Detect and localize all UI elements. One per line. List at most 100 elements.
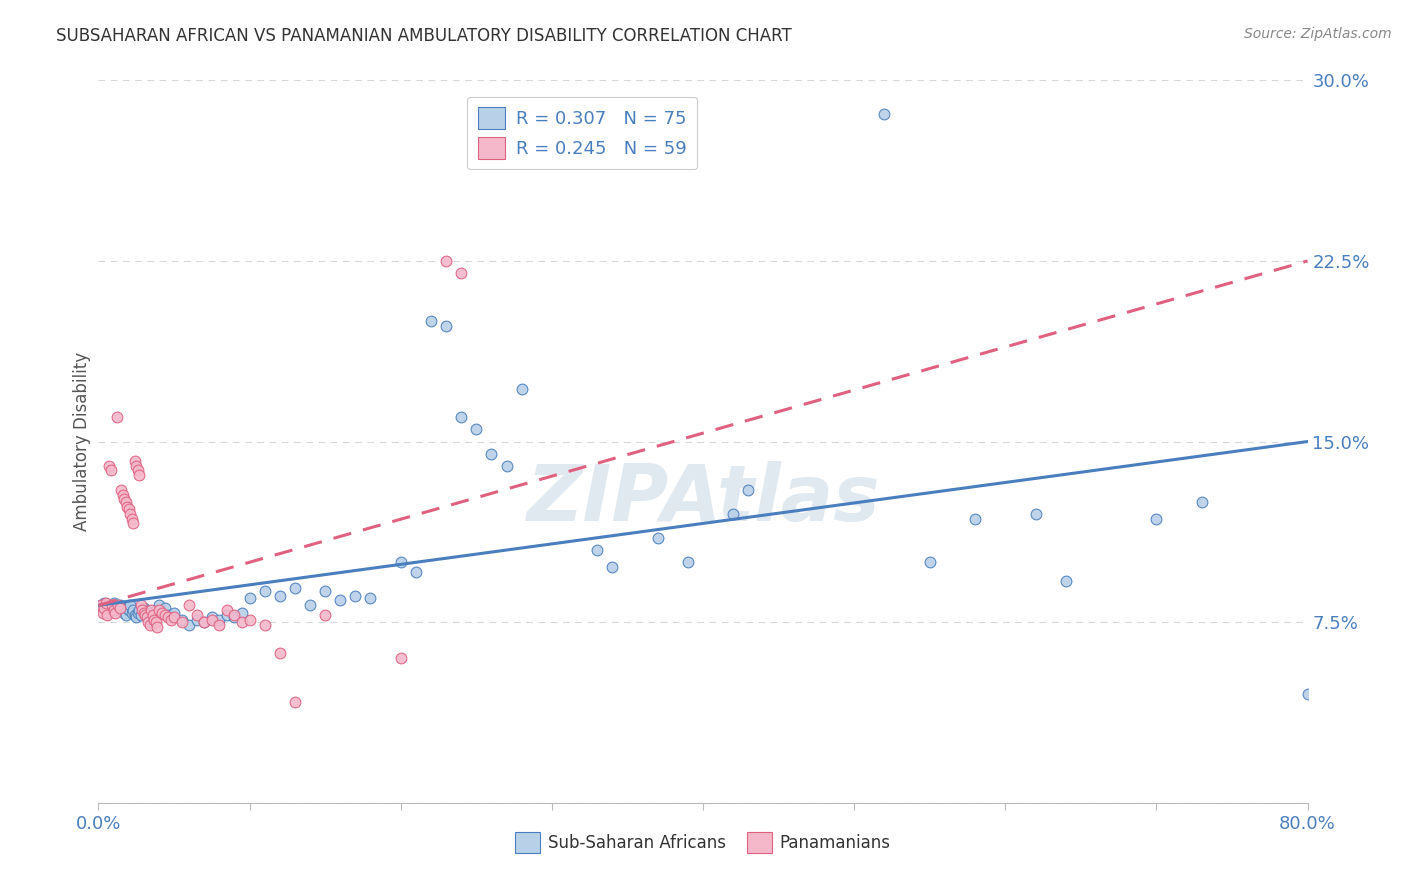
Point: [128, 603, 150, 617]
Point: [111, 487, 134, 501]
Point: [93, 596, 115, 610]
Point: [118, 502, 141, 516]
Point: [481, 446, 503, 460]
Point: [108, 599, 131, 613]
Point: [124, 454, 146, 468]
Point: [389, 651, 412, 665]
Point: [103, 603, 125, 617]
Point: [163, 610, 186, 624]
Point: [129, 599, 152, 613]
Point: [299, 599, 322, 613]
Point: [122, 516, 145, 531]
Point: [122, 603, 145, 617]
Point: [120, 599, 142, 613]
Point: [215, 607, 238, 622]
Point: [405, 565, 427, 579]
Point: [114, 494, 136, 508]
Point: [150, 606, 173, 620]
Point: [121, 606, 143, 620]
Point: [186, 613, 208, 627]
Point: [918, 555, 941, 569]
Point: [111, 603, 134, 617]
Point: [139, 617, 162, 632]
Point: [91, 606, 114, 620]
Point: [110, 483, 132, 497]
Point: [101, 599, 124, 613]
Point: [224, 607, 246, 622]
Text: SUBSAHARAN AFRICAN VS PANAMANIAN AMBULATORY DISABILITY CORRELATION CHART: SUBSAHARAN AFRICAN VS PANAMANIAN AMBULAT…: [56, 27, 792, 45]
Point: [239, 613, 262, 627]
Y-axis label: Ambulatory Disability: Ambulatory Disability: [73, 352, 91, 531]
Point: [208, 613, 231, 627]
Point: [179, 617, 201, 632]
Point: [105, 410, 128, 425]
Point: [105, 600, 128, 615]
Point: [193, 615, 215, 630]
Point: [108, 600, 131, 615]
Point: [156, 607, 179, 622]
Point: [170, 613, 193, 627]
Point: [450, 266, 472, 280]
Point: [124, 607, 146, 622]
Point: [103, 596, 125, 610]
Point: [179, 599, 201, 613]
Point: [186, 607, 208, 622]
Point: [170, 615, 193, 630]
Point: [112, 606, 135, 620]
Point: [146, 620, 169, 634]
Point: [98, 599, 121, 613]
Point: [150, 606, 173, 620]
Point: [115, 500, 138, 514]
Point: [145, 603, 167, 617]
Point: [160, 613, 183, 627]
Point: [215, 603, 238, 617]
Point: [132, 606, 155, 620]
Point: [284, 582, 307, 596]
Point: [104, 599, 127, 613]
Point: [540, 117, 562, 131]
Point: [965, 511, 987, 525]
Point: [94, 603, 117, 617]
Point: [135, 603, 157, 617]
Point: [163, 606, 186, 620]
Point: [135, 610, 157, 624]
Point: [1191, 494, 1213, 508]
Point: [676, 555, 699, 569]
Point: [253, 583, 276, 598]
Point: [253, 617, 276, 632]
Point: [239, 591, 262, 605]
Point: [148, 599, 170, 613]
Point: [114, 607, 136, 622]
Point: [434, 253, 457, 268]
Point: [465, 422, 488, 436]
Point: [314, 607, 336, 622]
Point: [90, 599, 112, 613]
Point: [329, 593, 352, 607]
Point: [142, 607, 165, 622]
Point: [193, 615, 215, 630]
Point: [420, 314, 443, 328]
Point: [208, 617, 231, 632]
Point: [1024, 507, 1046, 521]
Point: [450, 410, 472, 425]
Point: [1296, 687, 1319, 701]
Point: [284, 695, 307, 709]
Point: [269, 589, 291, 603]
Point: [269, 647, 291, 661]
Point: [153, 600, 176, 615]
Point: [129, 607, 152, 622]
Point: [136, 615, 159, 630]
Point: [156, 610, 179, 624]
Point: [104, 606, 127, 620]
Point: [118, 603, 141, 617]
Point: [110, 600, 132, 615]
Point: [93, 600, 115, 615]
Point: [160, 610, 183, 624]
Point: [602, 559, 624, 574]
Point: [127, 463, 149, 477]
Point: [231, 606, 253, 620]
Point: [510, 382, 533, 396]
Point: [143, 613, 166, 627]
Point: [107, 603, 129, 617]
Point: [94, 596, 117, 610]
